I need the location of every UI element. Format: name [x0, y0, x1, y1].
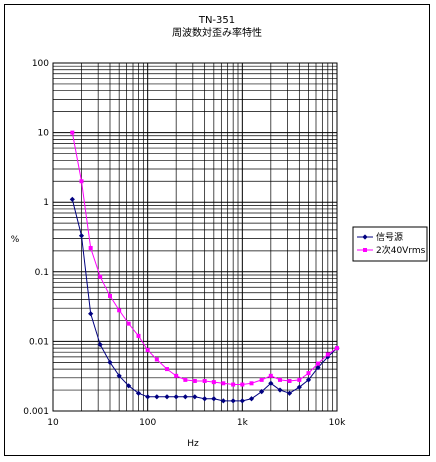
data-point: [136, 333, 141, 338]
data-point: [268, 373, 273, 378]
y-tick-label: 10: [38, 129, 50, 139]
data-point: [239, 398, 245, 404]
data-point: [70, 130, 75, 135]
plot-grid: [52, 63, 337, 412]
data-point: [107, 359, 113, 365]
data-point: [145, 394, 151, 400]
data-point: [154, 394, 160, 400]
data-point: [107, 293, 112, 298]
x-axis-label: Hz: [187, 439, 199, 449]
data-point: [164, 367, 169, 372]
data-point: [117, 308, 122, 313]
y-tick-label: 0.1: [35, 268, 49, 278]
legend-label: 2次40Vrms: [376, 244, 426, 256]
data-point: [182, 394, 188, 400]
data-point: [335, 346, 339, 351]
data-point: [174, 373, 179, 378]
legend-marker: [363, 248, 367, 252]
legend-marker: [362, 234, 368, 240]
data-point: [230, 398, 236, 404]
data-point: [248, 396, 255, 402]
data-point: [164, 394, 170, 400]
x-tick-label: 100: [139, 418, 156, 428]
y-tick-label: 1: [43, 198, 49, 208]
data-point: [305, 377, 312, 383]
x-axis: 10 100 1k 10k: [47, 418, 346, 428]
data-point: [296, 384, 302, 390]
data-point: [192, 394, 198, 400]
data-point: [325, 354, 331, 360]
chart-title: TN-351: [198, 15, 235, 26]
data-point: [126, 321, 131, 326]
data-point: [316, 361, 321, 366]
data-point: [79, 179, 84, 184]
plot-area: [52, 62, 338, 412]
data-point: [325, 352, 330, 357]
data-point: [278, 377, 283, 382]
data-point: [268, 380, 274, 386]
data-point: [277, 387, 283, 393]
data-point: [145, 348, 150, 353]
data-point: [173, 394, 179, 400]
data-point: [78, 233, 85, 239]
data-point: [259, 388, 265, 395]
series-layer: [69, 130, 340, 404]
chart-frame: TN-351 周波数対歪み率特性 0.001 0.01 0.1 1 10 100 10 10…: [4, 4, 430, 456]
data-point: [249, 381, 254, 386]
x-tick-label: 10k: [329, 418, 346, 428]
data-point: [220, 398, 226, 404]
data-point: [211, 380, 216, 385]
data-point: [202, 396, 208, 402]
legend-box: [352, 226, 428, 262]
data-point: [88, 245, 93, 250]
data-point: [231, 382, 236, 387]
x-tick-label: 10: [47, 418, 59, 428]
data-point: [135, 390, 142, 396]
data-point: [259, 377, 264, 382]
y-tick-label: 100: [32, 59, 49, 69]
data-point: [98, 274, 103, 279]
data-point: [287, 378, 292, 383]
data-point: [221, 381, 226, 386]
series-2: [70, 130, 339, 387]
data-point: [69, 196, 75, 202]
data-point: [306, 371, 311, 376]
chart-subtitle: 周波数対歪み率特性: [172, 26, 262, 39]
data-point: [126, 383, 132, 389]
x-tick-label: 1k: [237, 418, 249, 428]
data-point: [202, 378, 207, 383]
data-point: [240, 382, 245, 387]
y-tick-label: 0.001: [23, 407, 49, 417]
data-point: [286, 390, 293, 396]
data-point: [116, 373, 122, 379]
data-point: [97, 341, 103, 348]
series-1: [69, 196, 340, 404]
data-point: [88, 311, 94, 317]
data-point: [315, 365, 321, 371]
data-point: [297, 377, 302, 382]
y-axis-label: %: [11, 235, 20, 245]
legend-label: 信号源: [376, 231, 403, 243]
data-point: [154, 357, 159, 362]
data-point: [211, 396, 217, 402]
data-point: [183, 377, 188, 382]
y-axis: 0.001 0.01 0.1 1 10 100: [23, 59, 49, 417]
data-point: [192, 378, 197, 383]
y-tick-label: 0.01: [29, 337, 49, 347]
